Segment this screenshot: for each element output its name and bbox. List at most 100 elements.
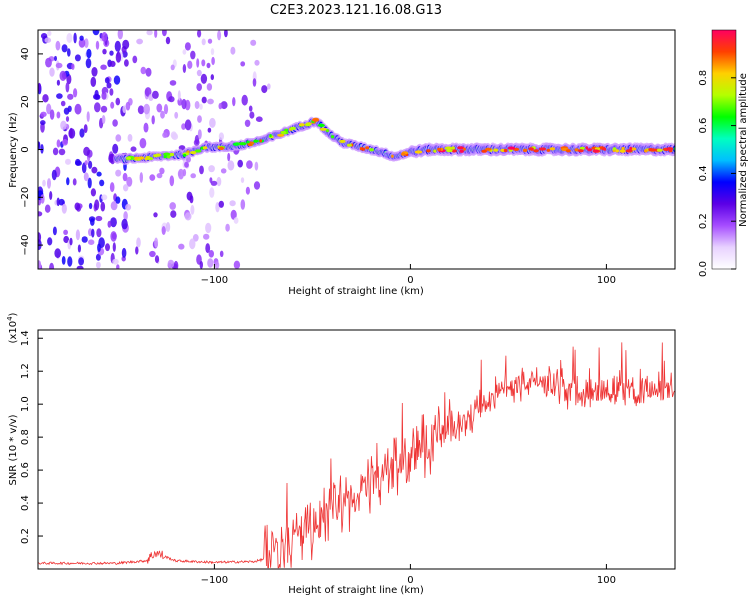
noise-speckle bbox=[143, 103, 150, 115]
noise-speckle bbox=[101, 115, 106, 124]
noise-speckle bbox=[245, 186, 250, 195]
ridge-peak bbox=[202, 146, 208, 150]
noise-speckle bbox=[197, 115, 202, 123]
noise-speckle bbox=[187, 60, 193, 69]
noise-speckle bbox=[123, 184, 129, 192]
snr-y-ticks: 0.2 0.4 0.6 0.8 1.0 1.2 1.4 bbox=[20, 330, 43, 544]
ridge-peak bbox=[194, 149, 202, 153]
noise-speckle bbox=[105, 243, 110, 252]
ridge-peak bbox=[585, 146, 589, 150]
noise-speckle bbox=[206, 62, 211, 69]
noise-speckle bbox=[199, 261, 203, 269]
ridge-peak bbox=[126, 156, 132, 160]
noise-speckle bbox=[65, 116, 70, 122]
noise-speckle bbox=[94, 94, 101, 100]
ridge-peak bbox=[644, 149, 648, 153]
noise-speckle bbox=[154, 237, 159, 248]
noise-speckle bbox=[167, 259, 175, 268]
noise-speckle bbox=[62, 139, 68, 146]
noise-speckle bbox=[65, 158, 71, 165]
noise-speckle bbox=[66, 177, 70, 186]
noise-speckle bbox=[194, 101, 200, 109]
spectrogram-x-label: Height of straight line (km) bbox=[288, 286, 424, 297]
y-tick-label: 0.4 bbox=[20, 495, 31, 511]
ridge-peak bbox=[546, 148, 551, 152]
noise-speckle bbox=[216, 176, 222, 187]
noise-speckle bbox=[124, 59, 129, 67]
noise-speckle bbox=[73, 88, 78, 98]
noise-speckle bbox=[209, 117, 216, 128]
noise-speckle bbox=[81, 236, 88, 243]
noise-speckle bbox=[197, 30, 202, 38]
noise-speckle bbox=[159, 167, 165, 175]
y-tick-label: 40 bbox=[20, 48, 31, 61]
noise-speckle bbox=[61, 256, 66, 265]
noise-speckle bbox=[96, 171, 102, 177]
noise-speckle bbox=[227, 152, 231, 162]
noise-speckle bbox=[65, 82, 70, 93]
noise-speckle bbox=[60, 100, 66, 107]
noise-speckle bbox=[83, 124, 88, 134]
colorbar-label: Normalized spectral amplitude bbox=[738, 73, 749, 227]
spectrogram-y-ticks: −40 −20 0 20 40 bbox=[20, 48, 43, 256]
noise-speckle bbox=[104, 77, 110, 84]
noise-speckle bbox=[112, 143, 119, 154]
noise-speckle bbox=[206, 83, 213, 91]
ridge-peak bbox=[426, 149, 431, 153]
noise-speckle bbox=[220, 101, 228, 110]
noise-speckle bbox=[47, 30, 52, 36]
y-tick-label: 20 bbox=[20, 95, 31, 108]
noise-speckle bbox=[178, 168, 184, 180]
noise-speckle bbox=[109, 60, 116, 67]
colorbar-ticks: 0.0 0.2 0.4 0.6 0.8 bbox=[698, 70, 736, 277]
noise-speckle bbox=[218, 102, 223, 110]
noise-speckle bbox=[49, 191, 53, 200]
ridge-peak bbox=[507, 146, 516, 150]
noise-speckle bbox=[139, 172, 143, 183]
noise-speckle bbox=[63, 235, 70, 244]
noise-speckle bbox=[184, 161, 189, 168]
noise-speckle bbox=[122, 105, 127, 113]
noise-speckle bbox=[184, 42, 191, 51]
noise-speckle bbox=[210, 180, 218, 186]
noise-speckle bbox=[205, 243, 211, 254]
y-tick-label: 0.8 bbox=[20, 429, 31, 445]
x-tick-label: −100 bbox=[201, 575, 228, 586]
noise-speckle bbox=[47, 178, 51, 189]
noise-speckle bbox=[113, 75, 121, 85]
noise-speckle bbox=[78, 38, 86, 48]
noise-speckle bbox=[40, 144, 44, 154]
y-tick-label: 1.4 bbox=[20, 330, 31, 346]
ridge-peak bbox=[566, 149, 571, 153]
noise-speckle bbox=[241, 94, 248, 106]
noise-speckle bbox=[101, 91, 107, 100]
noise-speckle bbox=[94, 102, 101, 113]
noise-speckle bbox=[100, 201, 106, 212]
noise-speckle bbox=[170, 64, 175, 71]
noise-speckle bbox=[96, 261, 101, 269]
noise-speckle bbox=[205, 222, 212, 234]
ridge-peak bbox=[183, 153, 187, 157]
noise-speckle bbox=[151, 115, 155, 125]
noise-speckle bbox=[67, 93, 74, 100]
noise-speckle bbox=[56, 79, 61, 86]
y-tick-label: −40 bbox=[20, 235, 31, 256]
noise-speckle bbox=[84, 38, 89, 48]
snr-background bbox=[38, 330, 675, 569]
noise-speckle bbox=[108, 153, 114, 163]
noise-speckle bbox=[52, 147, 59, 156]
noise-speckle bbox=[56, 139, 61, 148]
noise-speckle bbox=[99, 179, 105, 187]
ridge-peak bbox=[134, 156, 139, 160]
noise-speckle bbox=[38, 141, 41, 151]
ridge-peak bbox=[312, 118, 319, 122]
noise-speckle bbox=[154, 30, 158, 38]
noise-speckle bbox=[154, 255, 160, 263]
noise-speckle bbox=[190, 50, 196, 60]
noise-speckle bbox=[149, 250, 156, 258]
noise-speckle bbox=[233, 260, 241, 269]
ridge-peak bbox=[629, 146, 633, 150]
noise-speckle bbox=[44, 37, 52, 43]
noise-speckle bbox=[87, 177, 92, 189]
noise-speckle bbox=[210, 48, 215, 56]
